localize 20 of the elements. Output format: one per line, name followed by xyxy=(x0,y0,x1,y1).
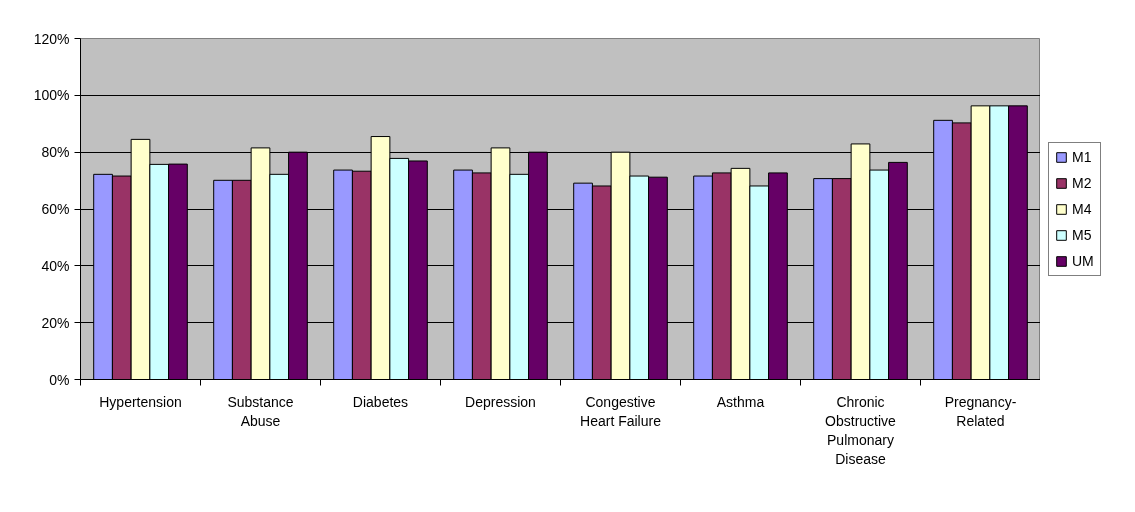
x-tick-label: Depression xyxy=(465,393,536,410)
y-tick-label: 60% xyxy=(41,201,70,217)
legend-label: UM xyxy=(1072,252,1094,269)
y-tick-label: 40% xyxy=(41,257,70,274)
y-tick-label: 120% xyxy=(33,30,70,47)
legend-label: M1 xyxy=(1072,148,1092,165)
x-tick-label: Asthma xyxy=(716,393,765,410)
y-tick-label: 100% xyxy=(33,87,70,104)
x-tick-label: Chronic Obstructive Pulmonary Disease xyxy=(825,393,897,468)
y-tick-label: 20% xyxy=(41,314,70,331)
y-tick-label: 0% xyxy=(49,371,70,388)
legend-label: M2 xyxy=(1072,174,1092,191)
legend-label: M4 xyxy=(1072,200,1092,217)
x-tick-label: Hypertension xyxy=(99,393,182,410)
x-tick-label: Substance Abuse xyxy=(227,393,294,429)
y-tick-label: 80% xyxy=(41,144,70,161)
x-tick-label: Pregnancy-Related xyxy=(944,393,1017,429)
legend-label: M5 xyxy=(1072,226,1092,243)
x-tick-label: Congestive Heart Failure xyxy=(580,393,662,429)
x-tick-label: Diabetes xyxy=(352,393,409,410)
